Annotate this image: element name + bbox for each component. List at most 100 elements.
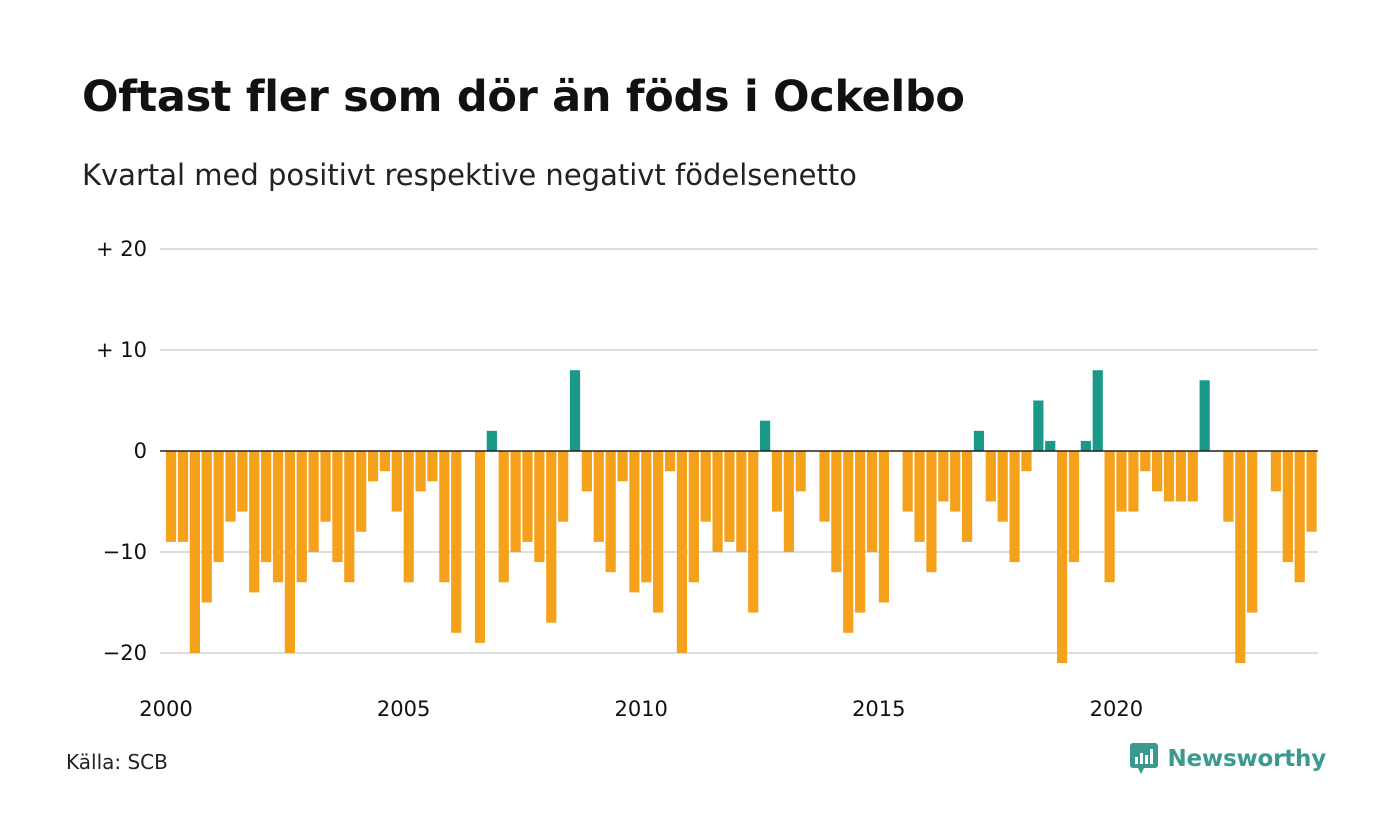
bar-negative <box>855 451 866 613</box>
bar-negative <box>641 451 652 583</box>
bar-negative <box>225 451 236 522</box>
bar-negative <box>284 451 295 653</box>
bar-negative <box>1270 451 1282 492</box>
bar-negative <box>997 451 1008 522</box>
bar-negative <box>1175 451 1186 502</box>
bar-negative <box>320 451 331 522</box>
bar-negative <box>332 451 343 563</box>
bar-negative <box>676 451 688 653</box>
bar-negative <box>474 451 486 643</box>
source-note: Källa: SCB <box>66 750 168 774</box>
bar-negative <box>379 451 391 472</box>
bar-negative <box>534 451 545 563</box>
bar-negative <box>985 451 996 502</box>
bar-negative <box>1294 451 1305 583</box>
bar-negative <box>189 451 200 653</box>
bar-negative <box>700 451 711 522</box>
bar-negative <box>367 451 379 482</box>
brand-name: Newsworthy <box>1167 746 1326 772</box>
bar-negative <box>617 451 628 482</box>
x-tick-label: 2010 <box>614 697 667 721</box>
bar-negative <box>237 451 248 512</box>
bar-negative <box>724 451 735 542</box>
bar-negative <box>629 451 640 593</box>
bar-negative <box>1009 451 1020 563</box>
bar-negative <box>1128 451 1139 512</box>
bar-negative <box>177 451 189 542</box>
bar-negative <box>558 451 569 522</box>
bar-positive <box>1199 380 1210 451</box>
bar-negative <box>1247 451 1258 613</box>
bar-negative <box>1187 451 1198 502</box>
bar-negative <box>1152 451 1163 492</box>
bar-positive <box>1080 440 1091 451</box>
bar-positive <box>973 430 985 451</box>
bar-negative <box>795 451 806 492</box>
bar-negative <box>688 451 699 583</box>
bar-negative <box>510 451 521 552</box>
bar-negative <box>664 451 676 472</box>
newsworthy-logo-icon <box>1130 743 1159 774</box>
bar-negative <box>261 451 272 563</box>
bar-positive <box>1045 440 1056 451</box>
bar-negative <box>522 451 533 542</box>
x-tick-label: 2020 <box>1090 697 1143 721</box>
bar-negative <box>950 451 961 512</box>
y-tick-label: −20 <box>103 641 147 665</box>
bar-negative <box>843 451 854 633</box>
bar-negative <box>451 451 462 633</box>
bar-negative <box>391 451 402 512</box>
bar-negative <box>878 451 889 603</box>
bar-negative <box>748 451 759 613</box>
bar-negative <box>1021 451 1032 472</box>
bar-negative <box>593 451 604 542</box>
bar-negative <box>1068 451 1080 563</box>
bar-negative <box>213 451 224 563</box>
bar-positive <box>1092 370 1103 451</box>
y-tick-label: + 20 <box>96 237 147 261</box>
bar-negative <box>308 451 319 552</box>
bar-negative <box>1057 451 1068 664</box>
bar-negative <box>1163 451 1175 502</box>
bar-negative <box>605 451 616 573</box>
x-axis-tick-labels: 2000 2005 2010 2015 2020 <box>139 697 1143 721</box>
bar-negative <box>961 451 973 542</box>
bar-negative <box>403 451 414 583</box>
bar-negative <box>831 451 842 573</box>
bar-negative <box>1282 451 1293 563</box>
bar-negative <box>498 451 509 583</box>
bar-negative <box>356 451 367 532</box>
bar-negative <box>938 451 949 502</box>
bar-negative <box>712 451 723 552</box>
x-tick-label: 2015 <box>852 697 905 721</box>
bar-negative <box>427 451 438 482</box>
bar-positive <box>760 420 771 451</box>
bar-negative <box>1116 451 1127 512</box>
bar-negative <box>926 451 937 573</box>
bar-negative <box>415 451 426 492</box>
bar-negative <box>249 451 260 593</box>
bar-negative <box>201 451 212 603</box>
brand-logo: Newsworthy <box>1129 742 1326 776</box>
bar-positive <box>486 430 497 451</box>
bar-negative <box>439 451 450 583</box>
y-tick-label: 0 <box>134 439 147 463</box>
bar-negative <box>736 451 747 552</box>
bar-negative <box>653 451 664 613</box>
bar-negative <box>296 451 307 583</box>
bar-negative <box>546 451 557 623</box>
y-tick-label: + 10 <box>96 338 147 362</box>
bars <box>166 370 1317 664</box>
bar-negative <box>581 451 592 492</box>
bar-negative <box>166 451 177 542</box>
bar-negative <box>819 451 830 522</box>
bar-negative <box>344 451 355 583</box>
y-axis-tick-labels: + 20 + 10 0 −10 −20 <box>96 237 147 665</box>
chart-subtitle: Kvartal med positivt respektive negativt… <box>82 158 857 192</box>
bar-negative <box>1235 451 1246 664</box>
x-tick-label: 2000 <box>139 697 192 721</box>
bar-negative <box>783 451 794 552</box>
bar-negative <box>866 451 878 552</box>
bar-negative <box>902 451 913 512</box>
